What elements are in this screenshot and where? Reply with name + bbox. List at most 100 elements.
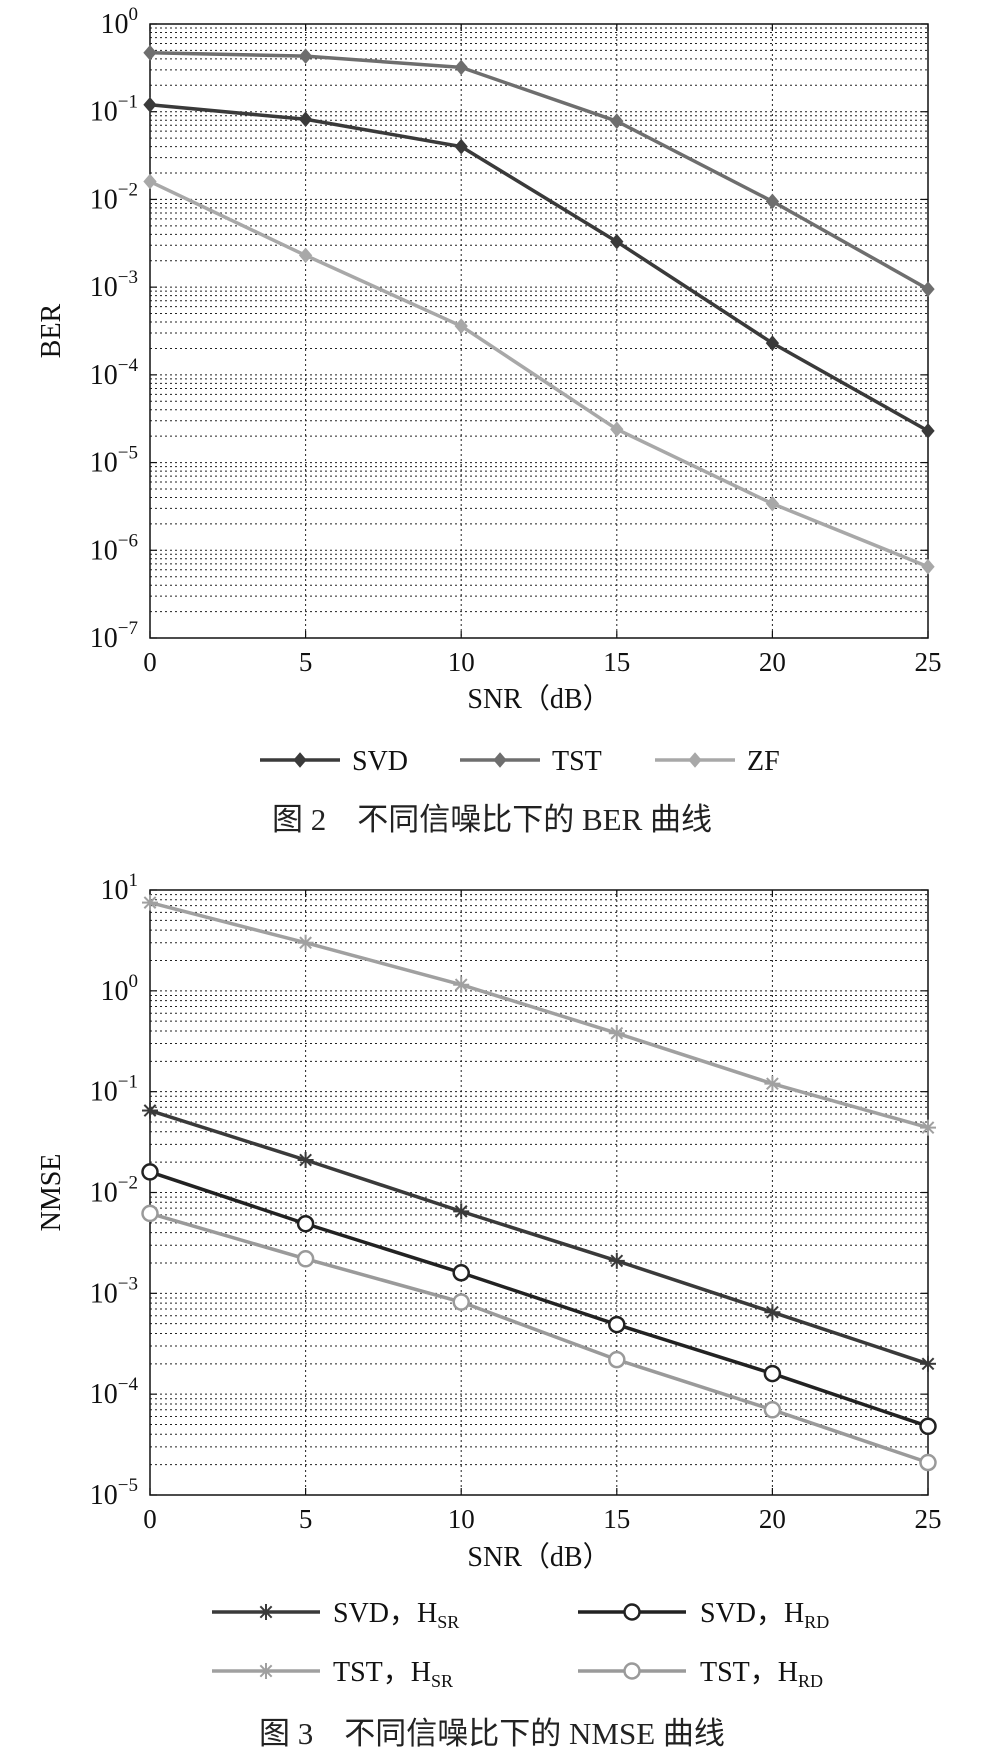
legend-label: ZF bbox=[747, 746, 780, 777]
data-point bbox=[919, 1417, 937, 1436]
data-point bbox=[765, 335, 780, 351]
legend-marker bbox=[493, 752, 507, 768]
figure-caption: 图 3 不同信噪比下的 NMSE 曲线 bbox=[259, 1716, 725, 1751]
data-point bbox=[297, 934, 314, 951]
data-point bbox=[296, 1214, 315, 1233]
data-point bbox=[608, 1350, 626, 1369]
y-tick-label: 10−7 bbox=[90, 618, 138, 654]
data-point bbox=[142, 894, 158, 911]
legend-marker bbox=[688, 752, 702, 768]
y-tick-label: 100 bbox=[101, 971, 139, 1007]
y-tick-label: 100 bbox=[101, 4, 139, 40]
data-point bbox=[298, 48, 313, 64]
legend-label: SVD，HSR bbox=[333, 1598, 459, 1632]
data-point bbox=[763, 1401, 782, 1419]
y-axis-label: BER bbox=[36, 303, 67, 358]
series-line bbox=[149, 51, 929, 291]
legend-entry: SVD，HRD bbox=[578, 1598, 829, 1632]
x-axis-label: SNR（dB） bbox=[467, 683, 610, 715]
legend-marker bbox=[623, 1603, 641, 1621]
series-0 bbox=[143, 97, 935, 439]
y-tick-label: 10−3 bbox=[90, 1273, 138, 1309]
data-point bbox=[297, 1152, 314, 1169]
data-point bbox=[920, 1119, 936, 1136]
data-point bbox=[296, 1250, 315, 1268]
series-line bbox=[149, 1211, 929, 1465]
y-tick-label: 10−4 bbox=[90, 355, 139, 391]
data-point bbox=[610, 113, 624, 129]
x-tick-label: 20 bbox=[759, 647, 786, 677]
data-point bbox=[143, 44, 157, 61]
data-point bbox=[919, 1453, 937, 1472]
data-point bbox=[764, 1304, 781, 1321]
data-point bbox=[921, 281, 935, 297]
legend-label: TST bbox=[552, 746, 602, 777]
legend-entry: TST，HRD bbox=[578, 1657, 823, 1691]
data-point bbox=[610, 421, 624, 437]
data-point bbox=[763, 1364, 782, 1383]
x-tick-label: 25 bbox=[915, 1504, 942, 1534]
data-point bbox=[452, 1293, 470, 1311]
legend-entry: TST bbox=[460, 746, 602, 777]
x-tick-label: 15 bbox=[603, 647, 630, 677]
y-tick-label: 10−5 bbox=[90, 443, 138, 479]
data-point bbox=[143, 173, 157, 190]
data-point bbox=[765, 495, 780, 512]
plot-frame bbox=[149, 23, 929, 639]
y-tick-label: 10−1 bbox=[90, 92, 138, 128]
legend-marker bbox=[623, 1662, 641, 1680]
legend-marker bbox=[258, 1663, 274, 1679]
data-point bbox=[298, 247, 313, 264]
data-point bbox=[608, 1025, 625, 1042]
y-tick-label: 10−1 bbox=[90, 1072, 138, 1108]
legend: SVD，HSR SVD，HRD TST，HSR TST，HRD bbox=[212, 1598, 829, 1691]
legend-label: TST，HRD bbox=[700, 1657, 823, 1691]
y-tick-label: 101 bbox=[101, 870, 139, 906]
y-tick-label: 10−3 bbox=[90, 267, 138, 303]
legend-marker bbox=[293, 752, 307, 768]
x-tick-label: 15 bbox=[603, 1504, 630, 1534]
series-line bbox=[149, 103, 929, 433]
data-point bbox=[608, 1252, 625, 1269]
data-point bbox=[921, 558, 935, 575]
series-3 bbox=[141, 1204, 937, 1472]
data-point bbox=[141, 1204, 159, 1223]
legend-marker bbox=[258, 1604, 274, 1620]
data-point bbox=[141, 1163, 159, 1181]
x-tick-label: 10 bbox=[448, 1504, 475, 1534]
data-point bbox=[608, 1315, 626, 1334]
data-point bbox=[610, 233, 624, 250]
legend-entry: SVD bbox=[260, 746, 408, 777]
series-line bbox=[149, 1108, 929, 1366]
y-tick-label: 10−6 bbox=[90, 530, 138, 566]
legend-label: TST，HSR bbox=[333, 1657, 453, 1691]
x-tick-label: 5 bbox=[299, 1504, 313, 1534]
y-axis-label: NMSE bbox=[36, 1154, 67, 1232]
x-tick-label: 25 bbox=[915, 647, 942, 677]
series-line bbox=[149, 900, 929, 1130]
data-point bbox=[143, 97, 157, 113]
x-tick-label: 0 bbox=[143, 647, 157, 677]
y-tick-label: 10−5 bbox=[90, 1475, 138, 1511]
grid bbox=[150, 24, 928, 638]
data-point bbox=[453, 976, 470, 993]
legend: SVD TST ZF bbox=[260, 746, 780, 777]
series-2 bbox=[143, 173, 935, 575]
x-tick-label: 10 bbox=[448, 647, 475, 677]
legend-entry: ZF bbox=[655, 746, 780, 777]
data-point bbox=[920, 1355, 936, 1372]
data-point bbox=[765, 193, 780, 210]
data-point bbox=[298, 111, 313, 128]
y-tick-label: 10−4 bbox=[90, 1374, 139, 1410]
series-1 bbox=[141, 1163, 937, 1436]
data-point bbox=[453, 1203, 470, 1220]
data-point bbox=[921, 423, 935, 439]
data-point bbox=[454, 318, 468, 334]
series-line bbox=[149, 179, 929, 569]
ber-chart: 0 5 10 15 20 25 100 10−1 10−2 10−3 10−4 10−5 10−6 10−… bbox=[36, 4, 942, 837]
series-1 bbox=[143, 44, 935, 297]
data-point bbox=[454, 138, 468, 155]
series-2 bbox=[142, 894, 936, 1136]
data-point bbox=[452, 1264, 470, 1282]
